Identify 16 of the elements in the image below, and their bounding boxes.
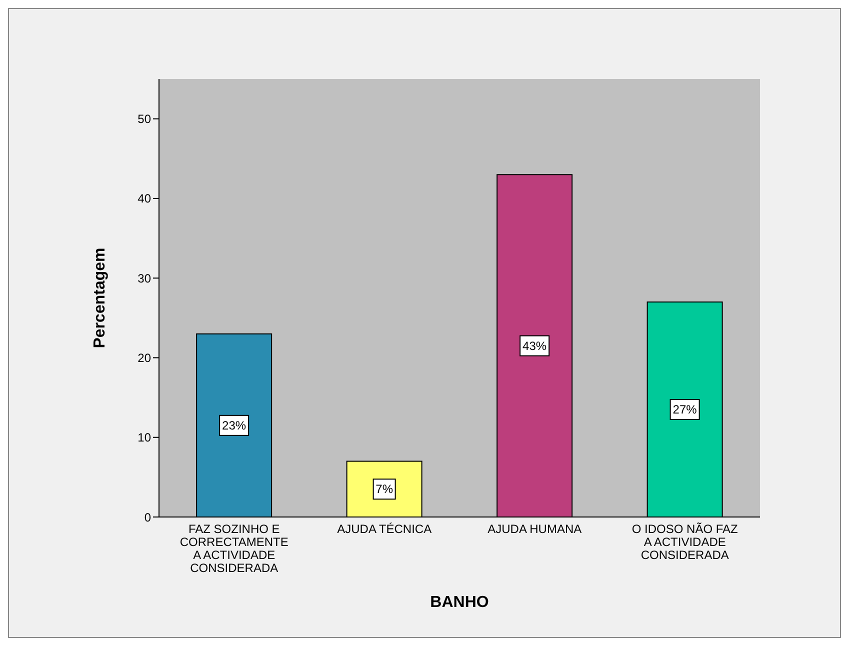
y-tick-label: 0 <box>144 510 152 524</box>
y-axis-title: Percentagem <box>92 248 109 348</box>
data-label: 23% <box>222 418 246 432</box>
x-tick-label: AJUDA HUMANA <box>488 522 582 536</box>
data-label: 27% <box>672 402 698 416</box>
y-tick-label: 40 <box>138 192 152 206</box>
x-axis-title: BANHO <box>430 594 489 611</box>
y-tick-label: 30 <box>138 271 152 286</box>
y-tick-label: 10 <box>138 430 152 445</box>
y-tick-label: 20 <box>138 350 152 365</box>
x-tick-label: O IDOSO NÃO FAZ A ACTIVIDADE CONSIDERADA <box>632 522 738 562</box>
x-tick-label: FAZ SOZINHO E CORRECTAMENTE A ACTIVIDADE CONSIDERADA <box>180 522 288 575</box>
data-label: 43% <box>522 338 547 353</box>
y-tick-label: 50 <box>138 112 152 126</box>
x-tick-label: AJUDA TÉCNICA <box>337 522 432 536</box>
data-label: 7% <box>376 482 394 496</box>
